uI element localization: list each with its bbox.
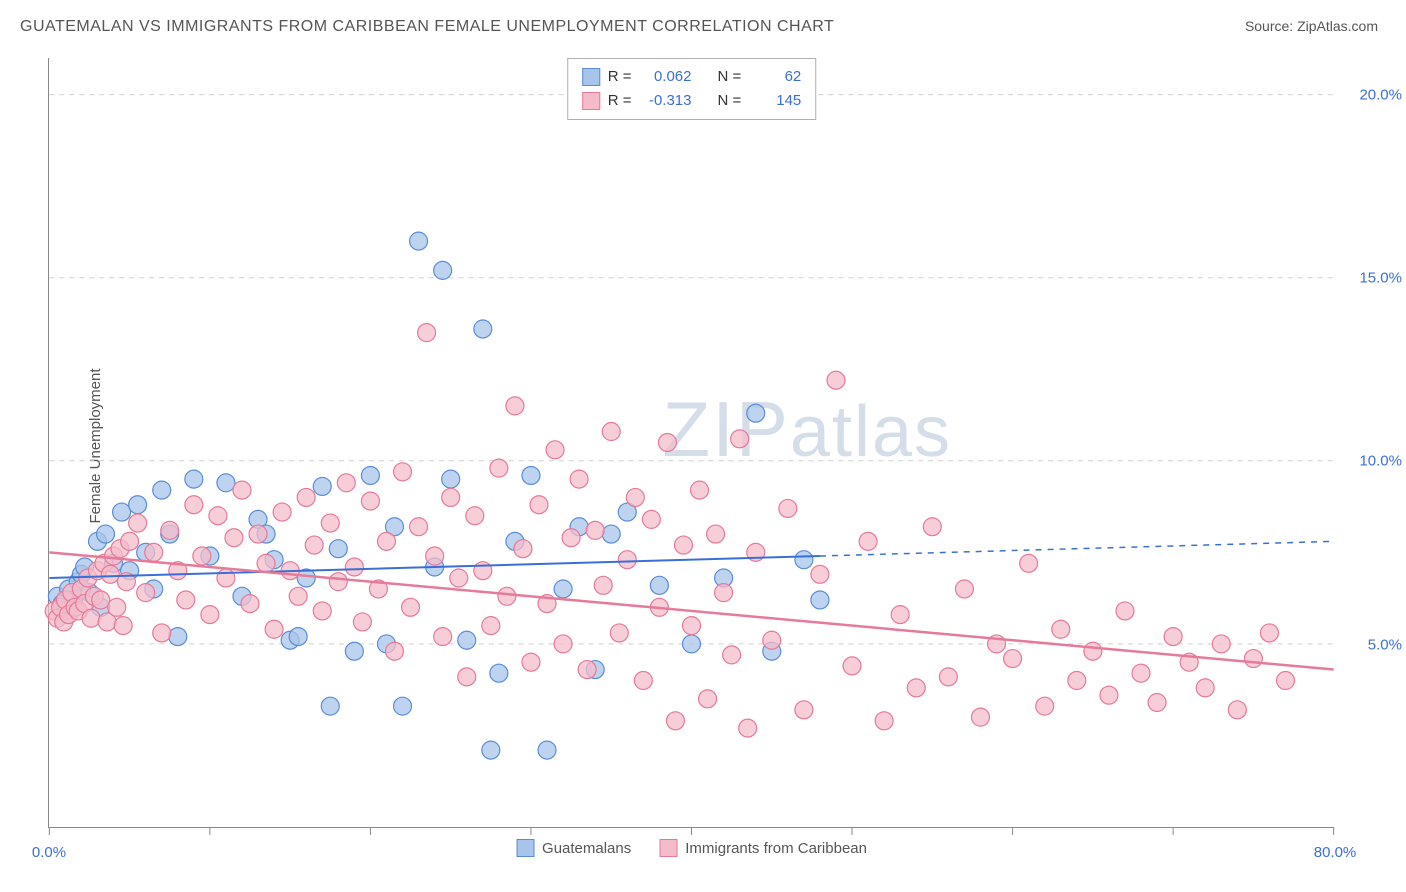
legend-label-2: Immigrants from Caribbean — [685, 840, 867, 857]
legend-item-1: Guatemalans — [516, 839, 631, 857]
source-label: Source: ZipAtlas.com — [1245, 18, 1378, 34]
y-tick-label: 10.0% — [1359, 453, 1402, 470]
stat-r-val-2: -0.313 — [640, 89, 692, 113]
legend-swatch-blue — [516, 839, 534, 857]
y-tick-label: 20.0% — [1359, 86, 1402, 103]
stats-swatch-pink — [582, 92, 600, 110]
stats-swatch-blue — [582, 68, 600, 86]
stat-n-label-1: N = — [718, 65, 742, 89]
x-tick-label: 80.0% — [1314, 844, 1357, 861]
x-tick-label: 0.0% — [32, 844, 66, 861]
stats-row-1: R = 0.062 N = 62 — [582, 65, 802, 89]
stat-n-val-1: 62 — [749, 65, 801, 89]
chart-title: GUATEMALAN VS IMMIGRANTS FROM CARIBBEAN … — [20, 18, 834, 36]
chart-svg — [49, 58, 1334, 827]
bottom-legend: Guatemalans Immigrants from Caribbean — [516, 839, 867, 857]
legend-item-2: Immigrants from Caribbean — [659, 839, 867, 857]
y-tick-label: 15.0% — [1359, 270, 1402, 287]
stat-r-val-1: 0.062 — [640, 65, 692, 89]
stat-r-label-1: R = — [608, 65, 632, 89]
stat-n-val-2: 145 — [749, 89, 801, 113]
legend-swatch-pink — [659, 839, 677, 857]
y-tick-label: 5.0% — [1368, 636, 1402, 653]
plot-area: ZIPatlas R = 0.062 N = 62 R = -0.313 N =… — [48, 58, 1334, 828]
chart-container: GUATEMALAN VS IMMIGRANTS FROM CARIBBEAN … — [0, 0, 1406, 892]
stats-box: R = 0.062 N = 62 R = -0.313 N = 145 — [567, 58, 817, 120]
stat-r-label-2: R = — [608, 89, 632, 113]
legend-label-1: Guatemalans — [542, 840, 631, 857]
stats-row-2: R = -0.313 N = 145 — [582, 89, 802, 113]
stat-n-label-2: N = — [718, 89, 742, 113]
